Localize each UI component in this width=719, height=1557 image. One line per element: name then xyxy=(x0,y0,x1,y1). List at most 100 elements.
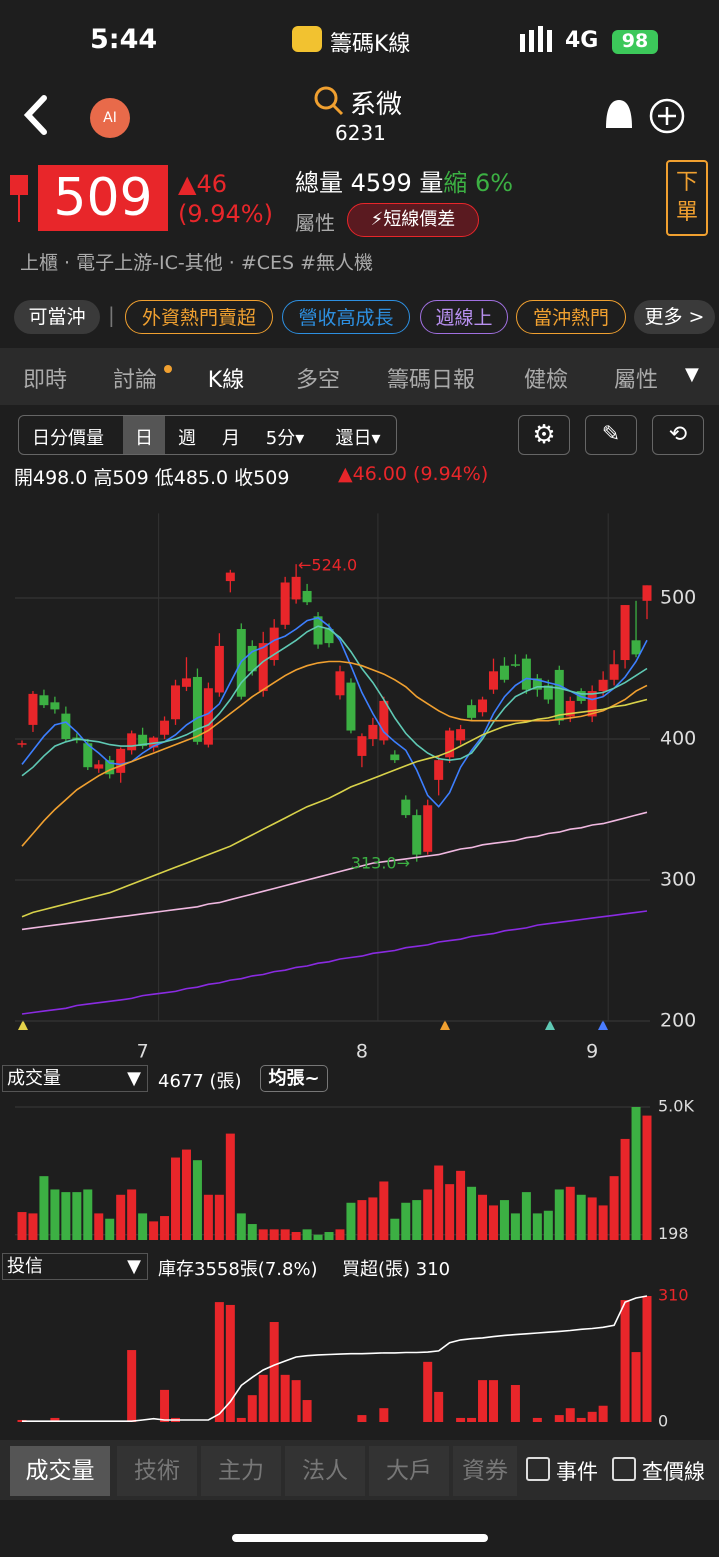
bar xyxy=(313,1234,323,1240)
line xyxy=(21,698,648,918)
bar xyxy=(478,1380,488,1422)
candle-body xyxy=(478,699,488,713)
candle-body xyxy=(368,724,378,739)
bar xyxy=(61,1192,71,1240)
tab[interactable]: 討論 xyxy=(112,368,158,393)
candle-body xyxy=(445,730,455,758)
inst-select[interactable]: 投信 ▼ xyxy=(2,1253,148,1280)
marker xyxy=(440,1020,450,1030)
toolbar-item[interactable]: 日分價量 xyxy=(32,428,104,449)
bar xyxy=(324,1232,334,1240)
marker xyxy=(545,1020,555,1030)
signal xyxy=(547,30,552,52)
chip[interactable]: 營收高成長 xyxy=(282,300,410,334)
bottom-tab[interactable]: 資券 xyxy=(453,1446,517,1496)
bar xyxy=(576,1417,586,1422)
bottom-tab[interactable]: 主力 xyxy=(201,1446,281,1496)
candle-body xyxy=(609,664,619,680)
y-tick-label: 310 xyxy=(658,1286,689,1305)
bar xyxy=(357,1415,367,1422)
bar xyxy=(181,1149,191,1240)
search-icon xyxy=(331,103,344,116)
settings-button[interactable]: ⚙ xyxy=(518,415,570,455)
bar xyxy=(171,1157,181,1240)
tab-active[interactable]: K線 xyxy=(207,368,245,393)
bar xyxy=(510,1385,520,1422)
volume-value: 4677 (張) xyxy=(158,1071,242,1092)
toolbar-item[interactable]: 5分▾ xyxy=(265,428,305,449)
toolbar-item[interactable]: 月 xyxy=(222,428,240,449)
volume-mode[interactable]: 均張~ xyxy=(260,1065,328,1092)
toolbar-item[interactable]: 還日▾ xyxy=(335,428,381,449)
bar xyxy=(203,1194,213,1240)
candle-body xyxy=(171,685,181,720)
tab[interactable]: 屬性 xyxy=(613,368,659,393)
tab-more[interactable]: ▼ xyxy=(685,364,699,385)
bottom-tab[interactable]: 法人 xyxy=(285,1446,365,1496)
bar xyxy=(357,1200,367,1240)
rotate-button[interactable]: ⟲ xyxy=(652,415,704,455)
chip[interactable]: 外資熱門賣超 xyxy=(125,300,273,334)
bar xyxy=(225,1133,235,1240)
line xyxy=(21,811,648,931)
candle-body xyxy=(258,643,268,692)
bottom-tab[interactable]: 大戶 xyxy=(369,1446,449,1496)
candle-body xyxy=(587,691,597,717)
add-icon[interactable] xyxy=(649,98,685,134)
checkbox[interactable] xyxy=(526,1457,550,1481)
candle-body xyxy=(510,664,520,666)
inst-stock: 庫存3558張(7.8%) xyxy=(158,1259,318,1280)
bell-icon[interactable] xyxy=(606,100,632,128)
bar xyxy=(269,1229,279,1240)
ohlc-change: ▲46.00 (9.94%) xyxy=(338,463,489,485)
bar xyxy=(17,1212,27,1240)
bar xyxy=(291,1232,301,1240)
toolbar-item[interactable]: 日 xyxy=(135,428,153,449)
bar xyxy=(543,1210,553,1240)
network: 4G xyxy=(565,28,599,53)
chip[interactable]: 當沖熱門 xyxy=(516,300,626,334)
bar xyxy=(335,1229,345,1240)
y-tick-label: 300 xyxy=(660,869,696,891)
bottom-tab-active[interactable]: 成交量 xyxy=(10,1446,110,1496)
bar xyxy=(423,1189,433,1240)
candle-body xyxy=(456,729,466,741)
order-button[interactable]: 下單 xyxy=(666,160,708,236)
attr-tag[interactable]: ⚡短線價差 xyxy=(347,203,479,237)
candle-body xyxy=(313,616,323,645)
checkbox[interactable] xyxy=(612,1457,636,1481)
bar xyxy=(116,1194,126,1240)
price: 509 xyxy=(38,165,168,231)
chip[interactable]: 週線上 xyxy=(420,300,508,334)
bar xyxy=(72,1192,82,1240)
tab[interactable]: 籌碼日報 xyxy=(386,368,476,393)
back-icon[interactable] xyxy=(23,95,47,135)
line xyxy=(21,660,648,847)
chip[interactable]: 可當沖 xyxy=(14,300,100,334)
tab[interactable]: 健檢 xyxy=(523,368,569,393)
app-name: 籌碼K線 xyxy=(330,32,411,57)
chip[interactable]: 更多 > xyxy=(634,300,715,334)
candle-body xyxy=(434,760,444,780)
bar xyxy=(587,1411,597,1422)
candle-body xyxy=(412,815,422,855)
draw-button[interactable]: ✎ xyxy=(585,415,637,455)
bar xyxy=(478,1194,488,1240)
candle-body xyxy=(28,693,38,725)
search-icon[interactable] xyxy=(314,86,338,110)
y-tick-label: 0 xyxy=(658,1412,668,1431)
volume-select[interactable]: 成交量 ▼ xyxy=(2,1065,148,1092)
toolbar-group xyxy=(18,415,397,455)
bar xyxy=(94,1213,104,1240)
tab[interactable]: 多空 xyxy=(295,368,341,393)
toolbar-item[interactable]: 週 xyxy=(178,428,196,449)
ai-icon[interactable] xyxy=(90,98,130,138)
bar xyxy=(598,1405,608,1422)
inst-buy: 買超(張) 310 xyxy=(342,1259,451,1280)
tab[interactable]: 即時 xyxy=(22,368,68,393)
bar xyxy=(127,1189,137,1240)
bottom-tab[interactable]: 技術 xyxy=(117,1446,197,1496)
stock-name[interactable]: 系微 xyxy=(350,90,403,120)
bar xyxy=(346,1202,356,1240)
